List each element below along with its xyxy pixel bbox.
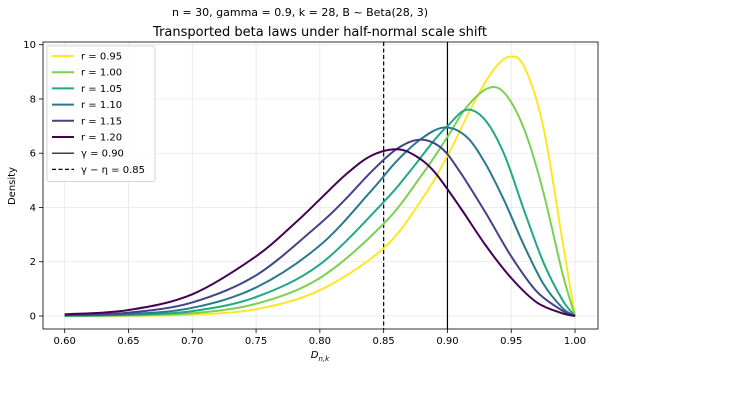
x-tick-label: 1.00 [564,336,586,347]
y-tick-label: 0 [30,311,36,322]
x-tick-label: 0.75 [245,336,267,347]
y-tick-label: 2 [30,257,36,268]
y-tick-label: 8 [30,94,36,105]
legend-label: r = 1.00 [81,68,122,79]
y-tick-label: 4 [30,203,36,214]
legend-label: r = 1.10 [81,100,122,111]
x-tick-label: 0.95 [500,336,522,347]
legend-box [47,46,155,182]
legend-label: r = 0.95 [81,52,122,63]
x-tick-label: 0.80 [309,336,331,347]
y-tick-label: 10 [23,40,36,51]
x-tick-label: 0.85 [373,336,395,347]
chart-suptitle: n = 30, gamma = 0.9, k = 28, B ~ Beta(28… [172,6,428,19]
x-tick-label: 0.65 [117,336,139,347]
legend-label: γ = 0.90 [81,149,124,160]
legend-label: r = 1.05 [81,84,122,95]
y-axis-ticks: 0 2 4 6 8 10 [23,40,43,322]
y-tick-label: 6 [30,149,36,160]
legend-label: γ − η = 0.85 [81,165,145,176]
y-axis-label: Density [7,167,18,205]
x-axis-ticks: 0.60 0.65 0.70 0.75 0.80 0.85 0.90 0.95 1.00 [54,329,587,347]
x-tick-label: 0.60 [54,336,76,347]
legend-label: r = 1.15 [81,116,122,127]
x-tick-label: 0.70 [181,336,203,347]
chart-title: Transported beta laws under half-normal … [152,25,487,40]
legend-label: r = 1.20 [81,133,122,144]
x-axis-label: Dn,k [311,350,330,363]
legend: r = 0.95 r = 1.00 r = 1.05 r = 1.10 r = 1.15… [47,46,155,182]
x-tick-label: 0.90 [436,336,458,347]
